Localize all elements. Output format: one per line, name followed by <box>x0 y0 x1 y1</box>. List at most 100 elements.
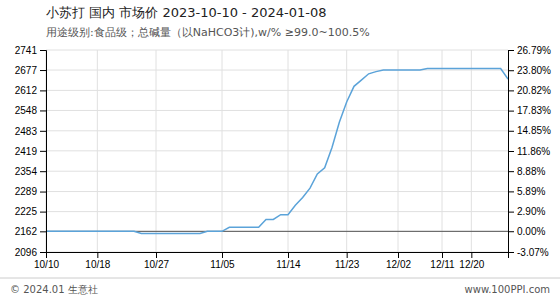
y-tick-mark <box>40 252 46 253</box>
y2-tick-mark <box>508 231 514 232</box>
y2-tick-label: 8.88% <box>517 166 545 177</box>
y2-tick-label: 5.89% <box>517 186 545 197</box>
y-tick: 2612 <box>15 85 46 96</box>
x-tick: 11/23 <box>335 252 360 270</box>
y2-tick-label: 26.79% <box>517 45 551 56</box>
x-tick: 11/14 <box>276 252 301 270</box>
x-tick-label: 10/10 <box>34 259 59 270</box>
y-axis: 2096216222252289235424192483254826122677… <box>15 45 47 258</box>
x-tick-mark <box>288 252 289 258</box>
y2-tick: 2.90% <box>508 206 545 217</box>
x-grid-line <box>471 50 472 252</box>
grid <box>46 50 508 252</box>
x-grid-line <box>156 50 157 252</box>
x-tick-label: 11/23 <box>335 259 360 270</box>
y2-tick: 17.83% <box>508 105 551 116</box>
y-grid-line <box>46 211 508 212</box>
y-tick-mark <box>40 212 46 213</box>
y-grid-line <box>46 171 508 172</box>
y2-tick-mark <box>508 50 514 51</box>
y2-tick-mark <box>508 151 514 152</box>
y-tick: 2096 <box>15 247 46 258</box>
y-grid-line <box>46 70 508 71</box>
y2-tick: -3.07% <box>508 247 549 258</box>
y2-tick-label: 23.80% <box>517 65 551 76</box>
x-tick: 10/27 <box>144 252 169 270</box>
y2-tick-label: 17.83% <box>517 105 551 116</box>
y-grid-line <box>46 50 508 51</box>
y-tick-label: 2483 <box>15 126 38 137</box>
y-tick-mark <box>40 50 46 51</box>
y2-tick-mark <box>508 171 514 172</box>
y-tick-label: 2612 <box>15 85 38 96</box>
y2-tick-mark <box>508 252 514 253</box>
y-tick-mark <box>40 171 46 172</box>
y2-tick-mark <box>508 131 514 132</box>
y2-tick-mark <box>508 90 514 91</box>
x-tick-mark <box>347 252 348 258</box>
x-tick-label: 10/27 <box>144 259 169 270</box>
y2-tick: 20.82% <box>508 85 551 96</box>
y2-tick-label: 11.86% <box>517 146 550 157</box>
footer-rule <box>0 278 560 279</box>
x-tick-label: 11/05 <box>210 259 235 270</box>
y2-tick-mark <box>508 191 514 192</box>
y-tick: 2354 <box>15 166 46 177</box>
y-tick-label: 2162 <box>15 226 38 237</box>
y2-tick-label: 14.85% <box>517 125 551 136</box>
y-tick: 2225 <box>15 206 46 217</box>
plot: 10/10 10/18 10/27 11/05 11/14 11/23 12/02 12/11… <box>15 45 551 270</box>
y-grid-line <box>46 110 508 111</box>
y-tick: 2548 <box>15 105 46 116</box>
x-tick-mark <box>398 252 399 258</box>
y2-tick: 8.88% <box>508 166 545 177</box>
y-axis-line <box>40 51 47 253</box>
footer-right: www.100PPI.com <box>465 284 550 295</box>
y2-tick-label: -3.07% <box>517 247 549 258</box>
y2-axis-line <box>509 51 515 253</box>
y2-tick-label: 20.82% <box>517 85 551 96</box>
y2-tick: 0.00% <box>508 226 545 237</box>
y2-tick-mark <box>508 212 514 213</box>
y-tick-label: 2289 <box>15 186 38 197</box>
x-grid-line <box>97 50 98 252</box>
x-tick-mark <box>97 252 98 258</box>
x-tick: 10/10 <box>34 252 59 270</box>
y-tick-mark <box>40 90 46 91</box>
y-tick-label: 2677 <box>15 65 38 76</box>
x-grid-line <box>398 50 399 252</box>
y-tick-label: 2096 <box>15 247 38 258</box>
x-tick-label: 10/18 <box>85 259 110 270</box>
y-tick-mark <box>40 110 46 111</box>
y-tick-mark <box>40 192 46 193</box>
y-tick-mark <box>40 131 46 132</box>
x-tick: 12/02 <box>386 252 411 270</box>
y-grid-line <box>46 130 508 131</box>
x-tick-label: 11/14 <box>276 259 301 270</box>
x-tick-label: 12/02 <box>386 259 411 270</box>
y2-tick-label: 2.90% <box>517 206 545 217</box>
y-tick: 2483 <box>15 126 46 137</box>
y-tick-mark <box>40 70 46 71</box>
y-tick-label: 2225 <box>15 206 38 217</box>
y-tick: 2741 <box>15 45 46 56</box>
y-tick: 2289 <box>15 186 46 197</box>
x-tick: 12/20 <box>459 252 484 270</box>
y2-tick-mark <box>508 111 514 112</box>
x-tick-mark <box>156 252 157 258</box>
y2-tick: 5.89% <box>508 186 545 197</box>
x-tick-mark <box>471 252 472 258</box>
chart: 小苏打 国内 市场价 2023-10-10 - 2024-01-08用途级别:食… <box>0 0 560 300</box>
y2-axis: -3.07% 0.00% 2.90% 5.89% 8.88% 11.86% 14.85% 17… <box>508 45 551 258</box>
x-tick: 12/11 <box>430 252 455 270</box>
y-grid-line <box>46 90 508 91</box>
marks <box>46 68 508 233</box>
x-axis: 10/10 10/18 10/27 11/05 11/14 11/23 12/02 12/11… <box>34 252 509 270</box>
y2-tick-label: 0.00% <box>517 226 545 237</box>
title: 小苏打 国内 市场价 2023-10-10 - 2024-01-08 <box>46 5 326 20</box>
y-tick-label: 2548 <box>15 105 38 116</box>
x-grid-line <box>346 50 347 252</box>
y2-tick: 26.79% <box>508 45 551 56</box>
y-tick-mark <box>40 231 46 232</box>
y2-tick: 23.80% <box>508 65 551 76</box>
